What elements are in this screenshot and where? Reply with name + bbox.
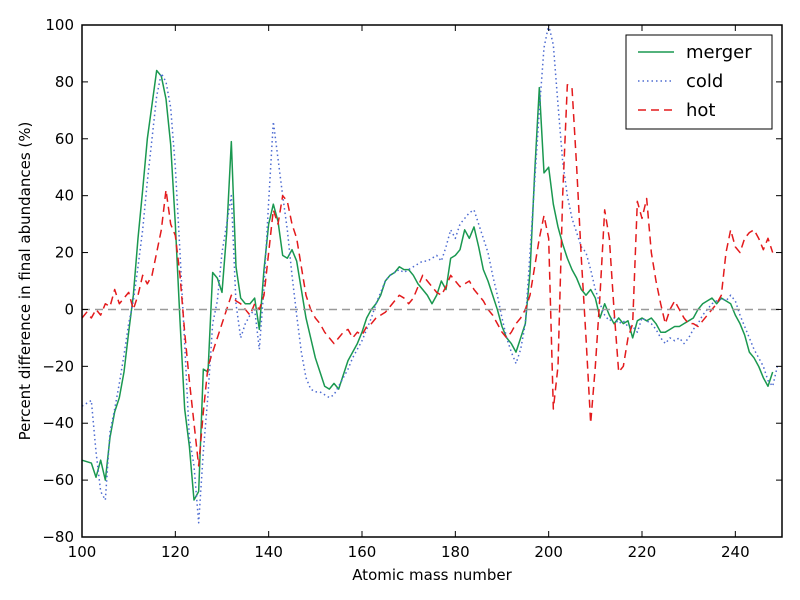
- legend-label-cold: cold: [686, 71, 723, 92]
- y-tick-label: 80: [55, 73, 74, 91]
- x-tick-label: 180: [441, 543, 470, 561]
- legend-label-merger: merger: [686, 42, 752, 63]
- x-tick-label: 160: [348, 543, 377, 561]
- series-layer: [81, 24, 779, 524]
- plot-frame: [81, 24, 783, 538]
- y-tick-label: −20: [42, 357, 74, 375]
- x-tick-label: 240: [721, 543, 750, 561]
- legend: merger cold hot: [625, 34, 773, 130]
- y-tick-label: 20: [55, 244, 74, 262]
- y-axis-ticks: −80 −60 −40 −20 0 20 40 60 80 100: [42, 16, 782, 546]
- x-tick-label: 120: [161, 543, 190, 561]
- x-tick-label: 100: [68, 543, 97, 561]
- x-axis-label: Atomic mass number: [352, 566, 512, 584]
- x-tick-label: 140: [254, 543, 283, 561]
- y-tick-label: 0: [64, 300, 74, 318]
- y-tick-label: −40: [42, 414, 74, 432]
- x-tick-label: 220: [628, 543, 657, 561]
- x-tick-label: 200: [534, 543, 563, 561]
- legend-label-hot: hot: [686, 100, 715, 121]
- y-tick-label: −60: [42, 471, 74, 489]
- y-tick-label: 40: [55, 187, 74, 205]
- y-tick-label: 100: [45, 16, 74, 34]
- y-tick-label: −80: [42, 528, 74, 546]
- legend-box: [625, 34, 773, 130]
- series-line-merger: [81, 69, 774, 501]
- y-tick-label: 60: [55, 130, 74, 148]
- y-axis-label: Percent difference in final abundances (…: [16, 122, 34, 441]
- series-line-hot: [81, 83, 774, 467]
- series-line-cold: [81, 24, 779, 524]
- x-axis-ticks: 100 120 140 160 180 200 220 240: [68, 25, 750, 561]
